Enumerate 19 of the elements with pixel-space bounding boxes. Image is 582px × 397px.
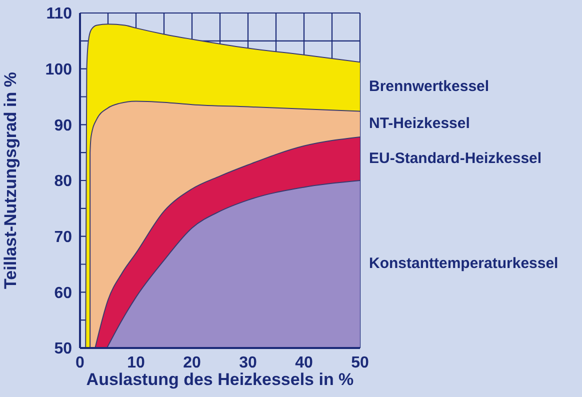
y-tick-label: 80 xyxy=(54,173,72,190)
y-tick-label: 110 xyxy=(46,6,72,23)
series-label: EU-Standard-Heizkessel xyxy=(369,148,542,169)
x-tick-label: 10 xyxy=(127,354,145,372)
y-axis-title: Teillast-Nutzungsgrad in % xyxy=(1,72,20,289)
x-tick-label: 40 xyxy=(295,354,313,372)
y-tick-label: 70 xyxy=(54,229,72,246)
series-label: Brennwertkessel xyxy=(369,76,490,97)
x-axis-title: Auslastung des Heizkessels in % xyxy=(86,370,354,389)
y-tick-label: 60 xyxy=(54,284,72,302)
x-tick-label: 30 xyxy=(239,354,257,372)
x-tick-label: 0 xyxy=(76,354,85,372)
y-tick-label: 100 xyxy=(45,62,72,79)
y-tick-label: 50 xyxy=(54,340,72,358)
x-tick-label: 20 xyxy=(183,354,201,372)
series-label: NT-Heizkessel xyxy=(369,114,470,134)
x-tick-label: 50 xyxy=(351,354,369,372)
series-label: Konstanttemperaturkessel xyxy=(369,254,558,274)
y-tick-label: 90 xyxy=(54,117,72,134)
